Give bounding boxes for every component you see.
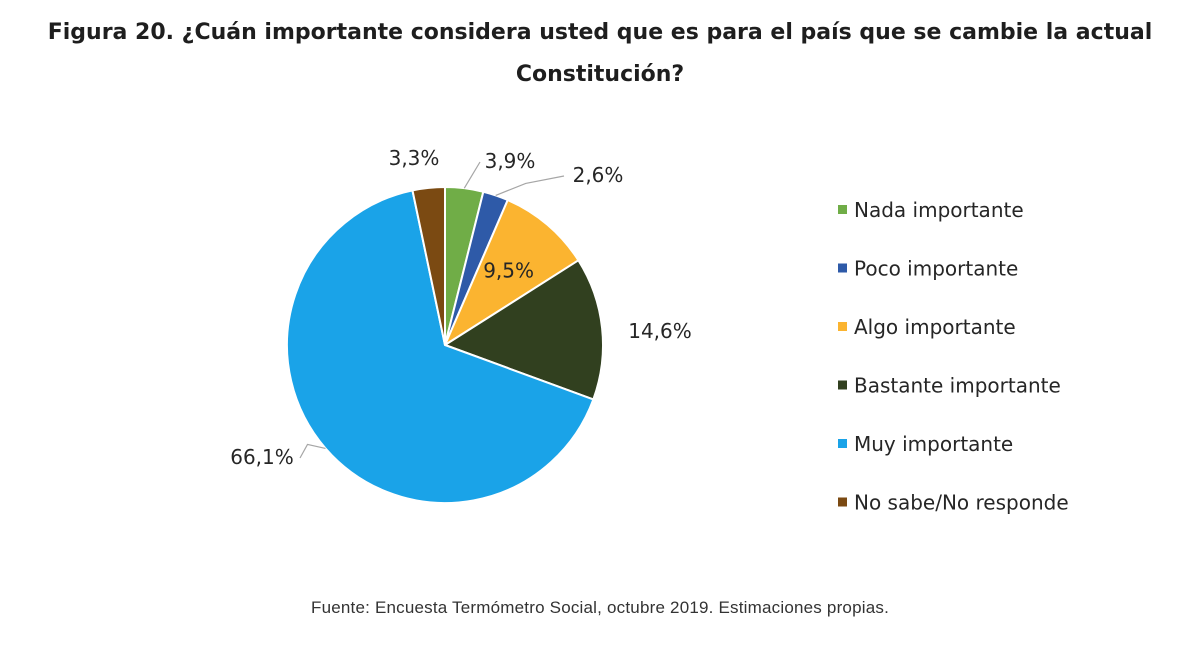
legend-label-algo-importante: Algo importante — [854, 315, 1016, 339]
legend-label-bastante-importante: Bastante importante — [854, 374, 1061, 398]
legend-item-no-sabe-no-responde: No sabe/No responde — [838, 491, 1069, 515]
legend-item-nada-importante: Nada importante — [838, 198, 1024, 222]
data-label-poco-importante: 2,6% — [573, 163, 624, 187]
legend-swatch-nada-importante — [838, 205, 847, 214]
pie-slice-muy-importante — [286, 189, 595, 504]
data-label-algo-importante: 9,5% — [483, 259, 534, 283]
data-label-muy-importante: 66,1% — [230, 445, 294, 469]
chart-title-line-2: Constitución? — [515, 62, 685, 87]
legend-item-poco-importante: Poco importante — [838, 257, 1018, 281]
chart-title-line-1: Figura 20. ¿Cuán importante considera us… — [47, 20, 1153, 45]
legend-label-muy-importante: Muy importante — [854, 432, 1013, 456]
data-label-bastante-importante: 14,6% — [628, 319, 692, 343]
legend-label-poco-importante: Poco importante — [854, 257, 1018, 281]
pie-slice-bastante-importante — [442, 258, 604, 401]
data-label-nada-importante: 3,9% — [485, 149, 536, 173]
data-labels: 3,9% 2,6% 9,5% 14,6% 66,1% 3,3% — [230, 146, 692, 469]
legend-item-algo-importante: Algo importante — [838, 315, 1016, 339]
leader-lines — [299, 161, 565, 459]
pie-slices — [286, 185, 604, 504]
legend-item-bastante-importante: Bastante importante — [838, 374, 1061, 398]
legend-label-nada-importante: Nada importante — [854, 198, 1024, 222]
legend-label-no-sabe-no-responde: No sabe/No responde — [854, 491, 1069, 515]
source-note: Fuente: Encuesta Termómetro Social, octu… — [310, 598, 889, 617]
legend-item-muy-importante: Muy importante — [838, 432, 1013, 456]
legend: Nada importante Poco importante Algo impor… — [838, 198, 1069, 515]
chart-title: Figura 20. ¿Cuán importante considera us… — [0, 12, 1200, 96]
leader-line-muy-importante — [299, 443, 326, 459]
leader-line-nada-importante — [463, 161, 481, 189]
legend-swatch-bastante-importante — [838, 380, 847, 390]
data-label-no-sabe-no-responde: 3,3% — [389, 146, 440, 170]
legend-swatch-muy-importante — [838, 439, 847, 448]
pie-slice-algo-importante — [442, 198, 580, 348]
pie-slice-no-sabe-no-responde — [411, 185, 446, 346]
legend-swatch-no-sabe-no-responde — [838, 497, 847, 507]
legend-swatch-algo-importante — [838, 322, 847, 331]
leader-line-poco-importante — [495, 175, 565, 196]
legend-swatch-poco-importante — [838, 263, 847, 273]
